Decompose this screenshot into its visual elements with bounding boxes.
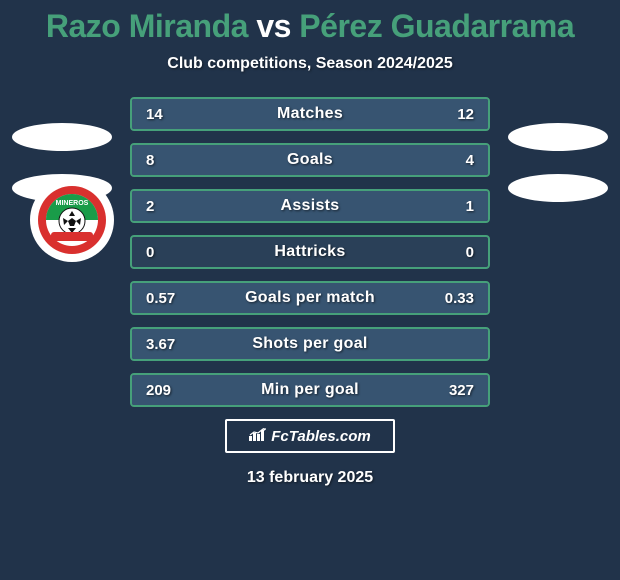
club-badge-left: MINEROS [30, 178, 114, 262]
stat-label: Shots per goal [132, 329, 488, 359]
stat-row: 21Assists [130, 189, 490, 223]
fctables-logo-text: FcTables.com [271, 428, 370, 445]
mineros-crest-icon: MINEROS [37, 185, 107, 255]
stat-row: 00Hattricks [130, 235, 490, 269]
stat-bars: 1412Matches 84Goals 21Assists 00Hattricks 0.… [130, 97, 490, 407]
stat-label: Goals [132, 145, 488, 175]
fctables-logo: FcTables.com [225, 419, 395, 453]
stat-label: Assists [132, 191, 488, 221]
footer-date: 13 february 2025 [0, 469, 620, 487]
stat-row: 3.67Shots per goal [130, 327, 490, 361]
stat-label: Matches [132, 99, 488, 129]
stat-label: Hattricks [132, 237, 488, 267]
player1-photo-placeholder [12, 123, 112, 151]
player2-club-placeholder [508, 174, 608, 202]
svg-text:MINEROS: MINEROS [56, 200, 89, 207]
player2-name: Pérez Guadarrama [299, 8, 574, 44]
stat-label: Min per goal [132, 375, 488, 405]
stat-row: 84Goals [130, 143, 490, 177]
subtitle: Club competitions, Season 2024/2025 [0, 55, 620, 73]
stat-row: 1412Matches [130, 97, 490, 131]
player2-photo-placeholder [508, 123, 608, 151]
stat-row: 209327Min per goal [130, 373, 490, 407]
stat-label: Goals per match [132, 283, 488, 313]
comparison-title: Razo Miranda vs Pérez Guadarrama [0, 0, 620, 45]
player1-name: Razo Miranda [46, 8, 248, 44]
chart-growth-icon [249, 427, 267, 445]
vs-text: vs [256, 8, 291, 44]
stat-row: 0.570.33Goals per match [130, 281, 490, 315]
